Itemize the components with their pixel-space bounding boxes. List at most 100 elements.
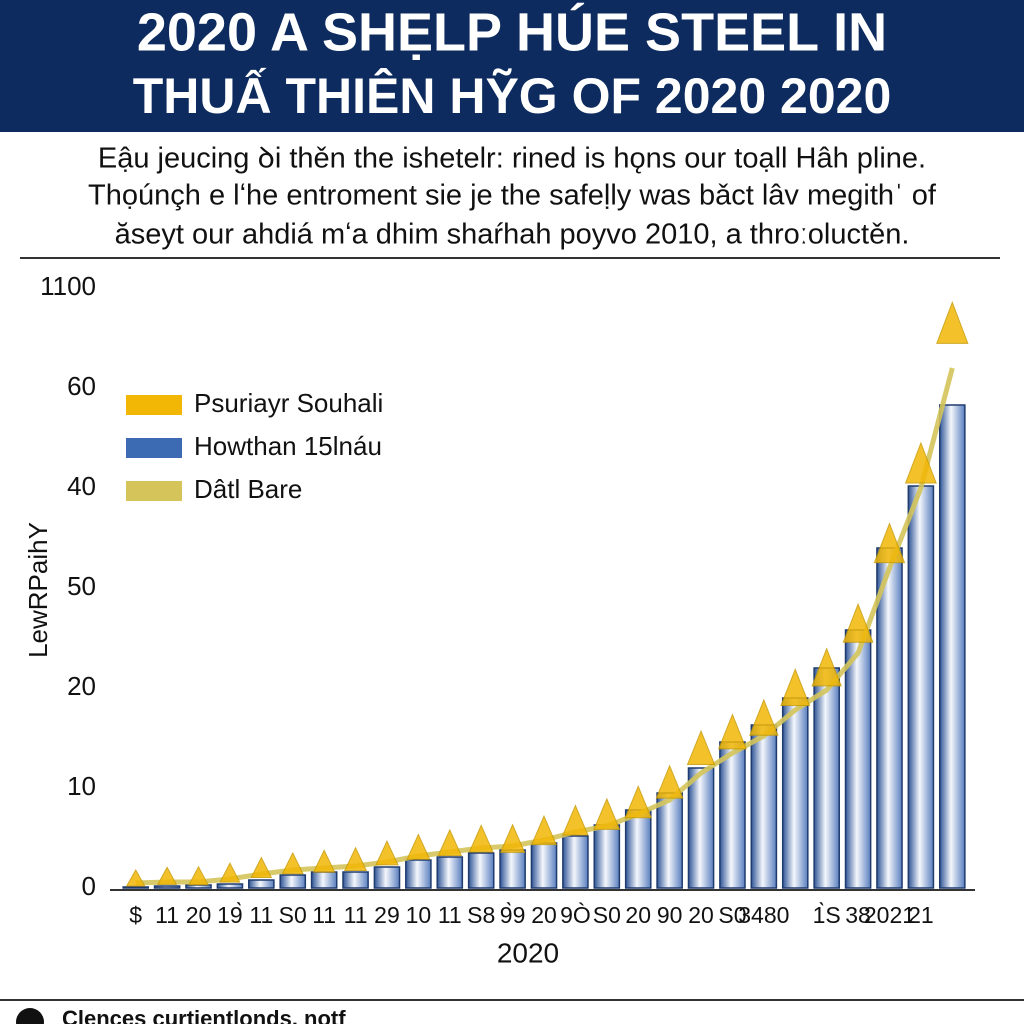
bar	[342, 871, 369, 889]
x-tick-label: S0	[279, 902, 307, 928]
x-tick-label: 9Ò	[560, 902, 591, 928]
bar	[624, 809, 652, 889]
x-tick-label: 11	[438, 902, 462, 928]
bar	[562, 835, 589, 889]
x-tick-label: $	[129, 902, 142, 928]
y-tick-label: 1100	[40, 271, 96, 301]
tree-marker	[904, 441, 937, 484]
y-tick-label: 40	[67, 471, 96, 501]
y-tick-label: 60	[67, 371, 96, 401]
tree-marker	[312, 849, 336, 873]
tree-marker	[873, 522, 906, 564]
bar	[373, 866, 401, 889]
bar	[436, 856, 464, 889]
tree-marker	[157, 866, 178, 885]
x-tick-label: 11	[312, 902, 336, 928]
bar	[122, 886, 150, 889]
tree-marker	[406, 833, 431, 860]
subtitle-line: ăseyt our ahdiá mʻa dhim shaŕhah poyvo 2…	[115, 219, 910, 251]
legend-swatch	[126, 395, 182, 415]
tree-marker	[468, 824, 494, 853]
tree-marker	[749, 698, 779, 736]
x-tick-label: 90	[657, 902, 683, 928]
tree-marker	[936, 300, 969, 344]
tree-marker	[624, 785, 652, 819]
subtitle-line: Thọúnçh e lʻhe entroment sie je the safe…	[88, 180, 937, 212]
bar	[781, 697, 809, 889]
x-tick-label: 20	[625, 902, 651, 928]
bar	[499, 849, 526, 889]
x-tick-label: S8	[467, 902, 495, 928]
x-tick-label: S0	[593, 902, 621, 928]
bar	[907, 485, 935, 889]
x-tick-label: 29	[374, 902, 400, 928]
x-tick-label: 19̀	[217, 901, 243, 928]
tree-marker	[344, 846, 368, 872]
tree-marker	[437, 828, 463, 857]
bar	[687, 767, 715, 889]
legend-swatch	[126, 438, 182, 458]
x-tick-label: 9̀9	[500, 901, 526, 928]
tree-marker	[811, 647, 842, 687]
title-line: 2020 A SHẸLP HÚE STEEL IN	[137, 2, 887, 62]
header-band	[0, 0, 1024, 132]
tree-marker	[375, 840, 399, 866]
tree-marker	[125, 868, 146, 887]
x-tick-label: 20	[186, 902, 212, 928]
bar	[153, 885, 181, 889]
x-tick-label: 11	[344, 902, 368, 928]
y-tick-label: 10	[67, 771, 96, 801]
tree-marker	[593, 797, 621, 830]
tree-marker	[780, 668, 811, 707]
x-tick-label: 20	[531, 902, 557, 928]
bar	[467, 852, 495, 889]
bar	[750, 724, 778, 889]
x-tick-label: 38	[845, 902, 871, 928]
title-line: THUẤ THIÊN HỸG OF 2020 2020	[133, 68, 892, 124]
bar	[216, 883, 244, 889]
bar	[248, 879, 275, 889]
x-tick-label: 20	[688, 902, 714, 928]
tree-marker	[530, 814, 558, 846]
bar	[656, 792, 683, 889]
tree-marker	[686, 729, 716, 765]
y-tick-label: 0	[82, 871, 96, 901]
tree-marker	[717, 713, 747, 750]
bar	[310, 871, 338, 889]
tree-marker	[250, 856, 273, 878]
x-tick-label: 11	[249, 902, 273, 928]
tree-marker	[842, 602, 874, 643]
y-axis-label: LewRPaihY	[23, 522, 53, 658]
x-tick-label: S0	[718, 902, 746, 928]
bar	[593, 824, 621, 889]
tree-marker	[499, 823, 526, 853]
bar	[185, 884, 212, 889]
tree-marker	[219, 862, 241, 883]
legend-label: Howthan 15lnáu	[194, 431, 382, 461]
x-tick-label: 10	[406, 902, 432, 928]
y-tick-label: 50	[67, 571, 96, 601]
footer-icon	[16, 1008, 44, 1024]
tree-marker	[281, 851, 304, 875]
x-tick-label: 1̀S	[813, 901, 841, 928]
bar	[719, 741, 746, 889]
footer-text: Clences curtientlonds. notf	[62, 1006, 346, 1024]
bar	[530, 842, 558, 889]
tree-marker	[655, 764, 684, 799]
subtitle-line: Eậu jeucing ꝺi thěn the ishetelr: rined …	[98, 143, 926, 175]
tree-marker	[562, 804, 589, 836]
bar	[876, 547, 903, 889]
y-tick-label: 20	[67, 671, 96, 701]
bar	[405, 859, 432, 889]
bar	[938, 404, 966, 889]
x-tick-label: 2021	[864, 902, 915, 928]
x-tick-label: 11	[155, 902, 179, 928]
bar	[813, 667, 840, 889]
legend-swatch	[126, 481, 182, 501]
x-tick-label: 21	[908, 902, 934, 928]
x-tick-label: 3480	[738, 902, 789, 928]
legend-label: Dâtl Bare	[194, 474, 302, 504]
bar	[279, 874, 307, 889]
